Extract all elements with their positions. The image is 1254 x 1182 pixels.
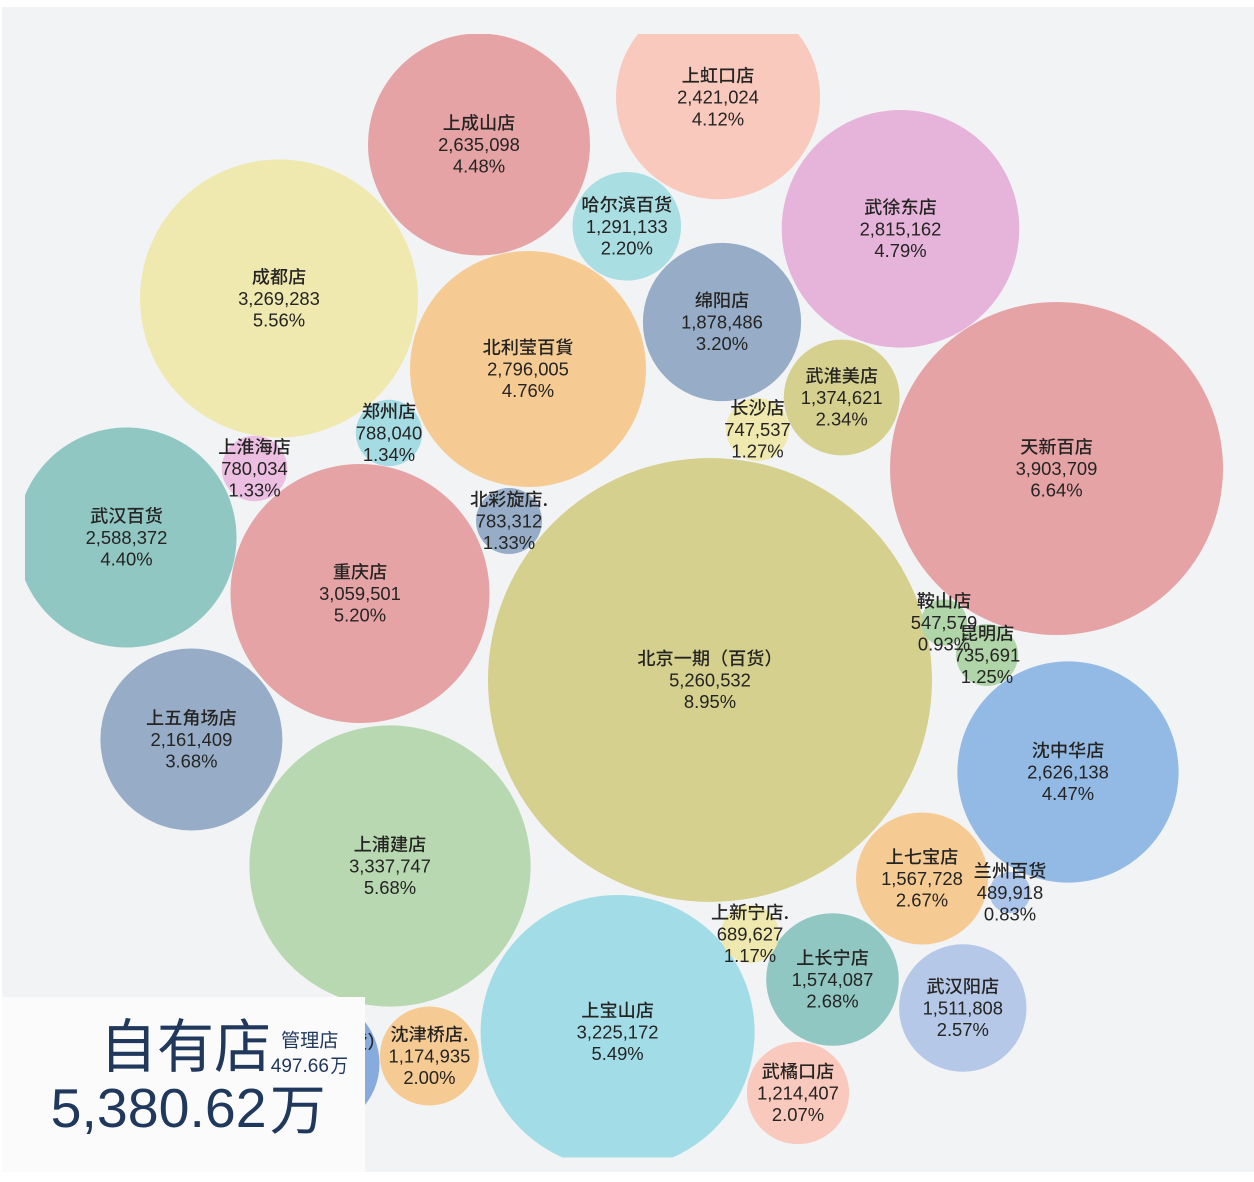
svg-text:1.33%: 1.33%: [228, 480, 280, 501]
svg-text:2,626,138: 2,626,138: [1027, 762, 1109, 783]
svg-text:2.20%: 2.20%: [601, 238, 653, 259]
svg-text:1,291,133: 1,291,133: [586, 216, 668, 237]
svg-text:3.68%: 3.68%: [165, 751, 217, 772]
svg-text:5,380.62: 5,380.62: [51, 1078, 267, 1139]
svg-text:2,421,024: 2,421,024: [677, 87, 759, 108]
svg-text:489,918: 489,918: [977, 882, 1043, 903]
svg-text:1,174,935: 1,174,935: [388, 1046, 470, 1067]
svg-text:783,312: 783,312: [476, 511, 542, 532]
svg-text:1.25%: 1.25%: [961, 666, 1013, 687]
svg-text:0.83%: 0.83%: [984, 904, 1036, 925]
svg-text:547,579: 547,579: [911, 612, 977, 633]
svg-text:1,511,808: 1,511,808: [923, 998, 1003, 1019]
svg-text:1,374,621: 1,374,621: [801, 387, 883, 408]
svg-text:2.34%: 2.34%: [816, 409, 868, 430]
svg-text:2,635,098: 2,635,098: [438, 134, 520, 155]
svg-text:5.56%: 5.56%: [253, 310, 305, 331]
svg-text:2.57%: 2.57%: [937, 1019, 989, 1040]
svg-text:1,214,407: 1,214,407: [757, 1083, 839, 1104]
svg-text:6.64%: 6.64%: [1030, 480, 1082, 501]
svg-text:3,059,501: 3,059,501: [319, 583, 401, 604]
svg-text:4.79%: 4.79%: [874, 240, 926, 261]
svg-text:1,574,087: 1,574,087: [792, 969, 874, 990]
svg-text:2.07%: 2.07%: [772, 1104, 824, 1125]
svg-text:1.33%: 1.33%: [483, 532, 535, 553]
svg-text:0.93%: 0.93%: [918, 634, 970, 655]
svg-text:4.47%: 4.47%: [1042, 783, 1094, 804]
svg-text:8.95%: 8.95%: [684, 691, 736, 712]
svg-text:2,161,409: 2,161,409: [150, 729, 232, 750]
svg-text:4.76%: 4.76%: [502, 380, 554, 401]
svg-text:1.27%: 1.27%: [731, 441, 783, 462]
svg-text:788,040: 788,040: [356, 423, 422, 444]
svg-text:735,691: 735,691: [954, 645, 1020, 666]
svg-text:3,903,709: 3,903,709: [1016, 458, 1098, 479]
svg-text:4.12%: 4.12%: [692, 108, 744, 129]
svg-text:2.67%: 2.67%: [896, 890, 948, 911]
svg-text:2,796,005: 2,796,005: [487, 359, 569, 380]
svg-text:3.20%: 3.20%: [696, 333, 748, 354]
svg-text:2.68%: 2.68%: [806, 991, 858, 1012]
svg-text:780,034: 780,034: [221, 458, 287, 479]
svg-text:5.20%: 5.20%: [334, 605, 386, 626]
svg-text:2,588,372: 2,588,372: [86, 527, 168, 548]
svg-text:5.68%: 5.68%: [364, 877, 416, 898]
svg-text:689,627: 689,627: [717, 924, 783, 945]
svg-text:3,337,747: 3,337,747: [349, 856, 431, 877]
svg-text:1,878,486: 1,878,486: [681, 312, 763, 333]
svg-text:1,567,728: 1,567,728: [881, 868, 963, 889]
svg-text:5,260,532: 5,260,532: [669, 670, 751, 691]
svg-text:4.40%: 4.40%: [100, 549, 152, 570]
svg-text:2,815,162: 2,815,162: [860, 218, 942, 239]
svg-text:2.00%: 2.00%: [403, 1067, 455, 1088]
svg-text:3,269,283: 3,269,283: [238, 288, 320, 309]
svg-text:1.34%: 1.34%: [363, 444, 415, 465]
svg-text:497.66: 497.66: [271, 1056, 329, 1077]
svg-text:1.17%: 1.17%: [724, 945, 776, 966]
svg-text:3,225,172: 3,225,172: [577, 1022, 659, 1043]
svg-text:4.48%: 4.48%: [453, 156, 505, 177]
svg-text:5.49%: 5.49%: [592, 1043, 644, 1064]
svg-text:747,537: 747,537: [724, 419, 790, 440]
